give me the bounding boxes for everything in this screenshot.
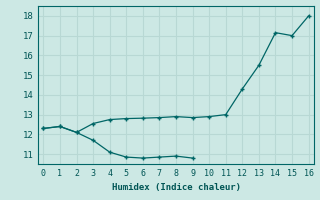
X-axis label: Humidex (Indice chaleur): Humidex (Indice chaleur) <box>111 183 241 192</box>
